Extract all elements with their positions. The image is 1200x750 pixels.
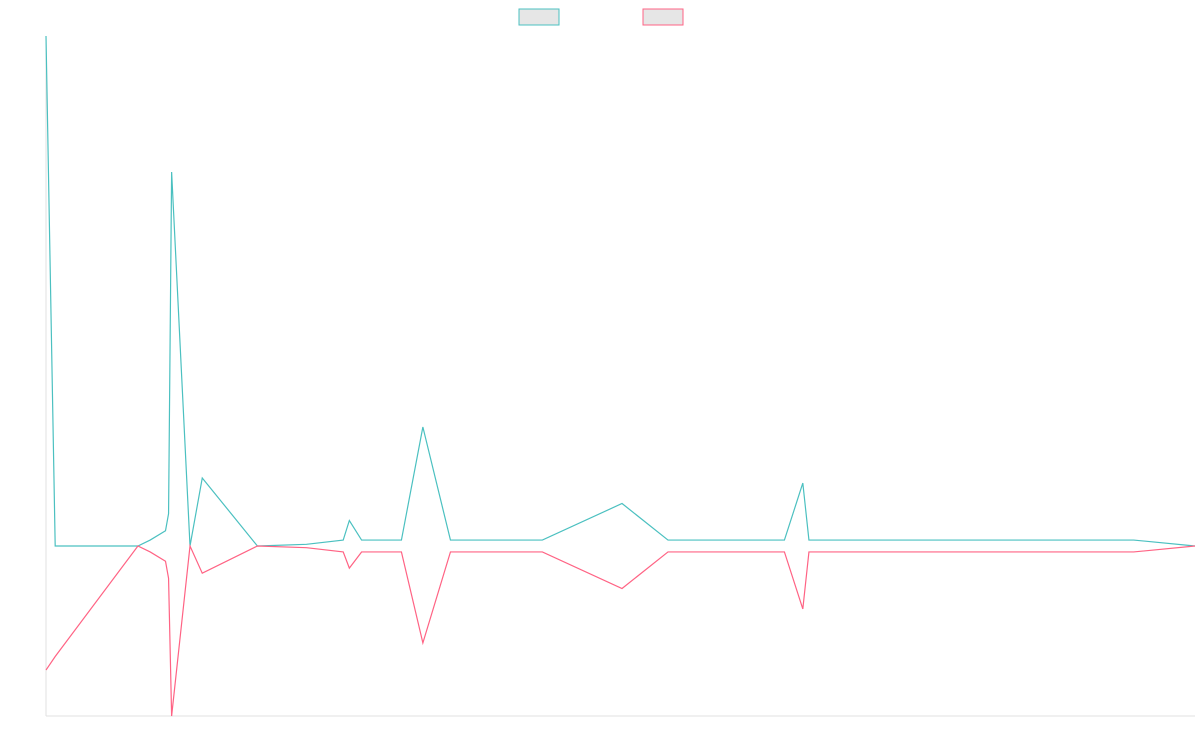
series-line-1 (45, 35, 1196, 547)
series-layer (45, 35, 1196, 717)
legend-swatch-2[interactable] (642, 8, 684, 26)
series-line-2 (45, 543, 1196, 717)
legend-swatch-1[interactable] (518, 8, 560, 26)
legend[interactable] (518, 8, 684, 26)
axes (45, 36, 1195, 717)
